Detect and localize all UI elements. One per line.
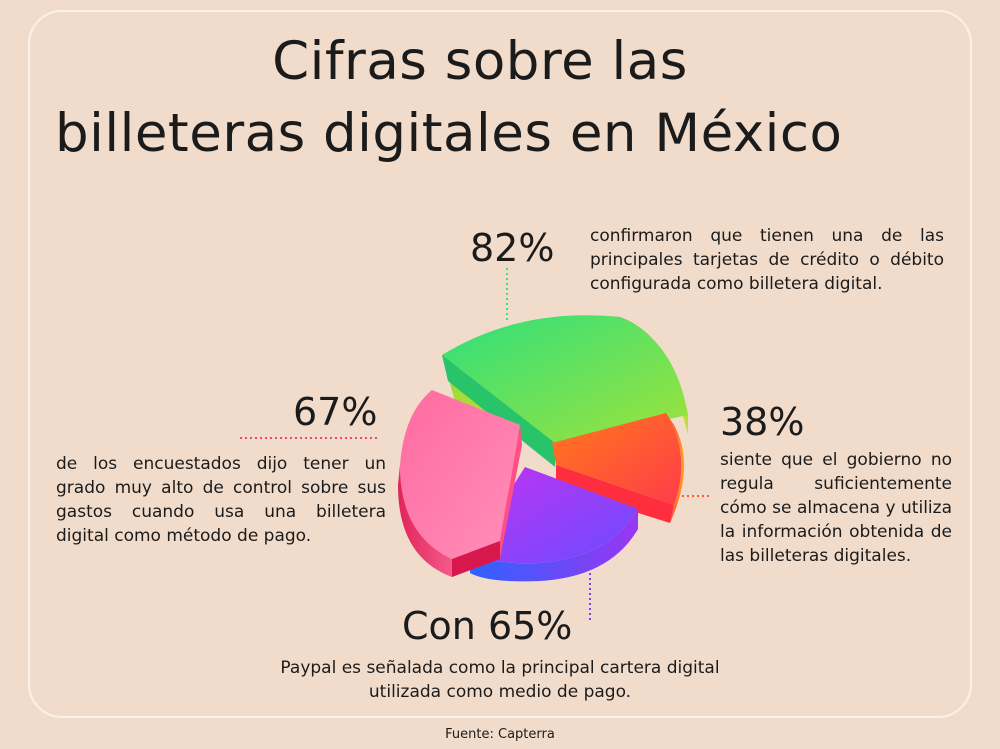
stat-65-value: Con 65%: [402, 604, 573, 648]
stat-82-value: 82%: [470, 226, 555, 270]
stat-38-value: 38%: [720, 400, 805, 444]
orange-slice-front: [556, 465, 674, 523]
stat-82-text: confirmaron que tienen una de las princi…: [590, 226, 944, 294]
orange-slice-top: [552, 413, 682, 505]
pie-chart-illustration: [398, 315, 688, 582]
purple-slice-side: [470, 509, 638, 582]
stat-67-value: 67%: [293, 390, 378, 434]
title-line-2: billeteras digitales en México: [55, 103, 843, 164]
stat-38-text: siente que el gobierno no regula suficie…: [720, 450, 952, 566]
orange-slice-side: [666, 413, 685, 523]
pink-slice-side: [398, 465, 452, 577]
infographic-card: [28, 10, 972, 718]
stat-65-text: Paypal es señalada como la principal car…: [280, 658, 720, 702]
pink-slice-face: [500, 425, 522, 559]
stat-67-text: de los encuestados dijo tener un grado m…: [56, 454, 386, 546]
source-note: Fuente: Capterra: [445, 727, 555, 742]
title-line-1: Cifras sobre las: [272, 31, 688, 92]
green-slice-top: [442, 315, 688, 443]
green-slice-face: [442, 355, 555, 467]
pink-slice-front: [452, 541, 500, 577]
pink-slice-top: [400, 390, 520, 559]
